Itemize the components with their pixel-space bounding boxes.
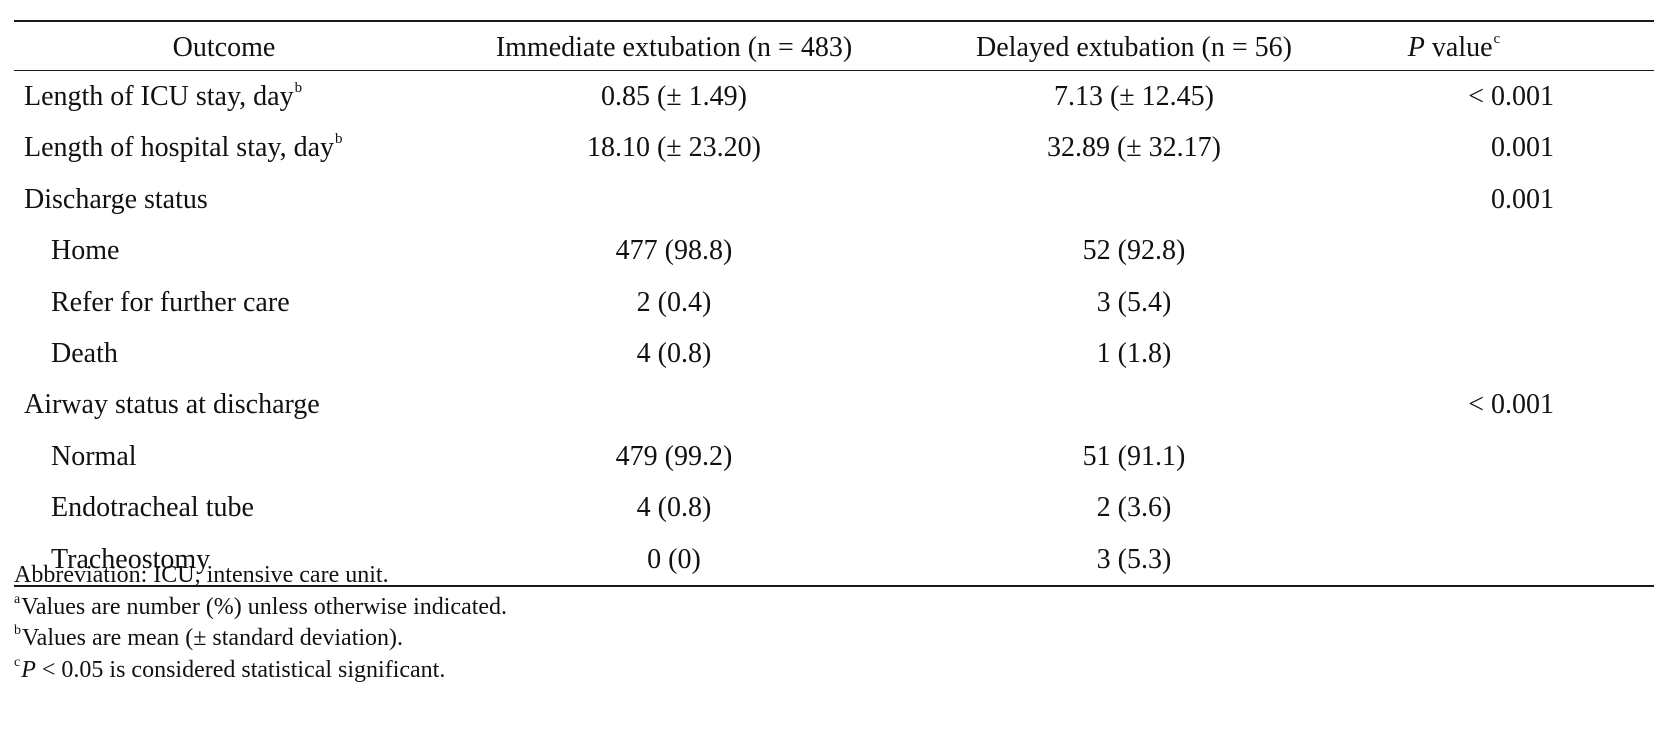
- table-row: Death 4 (0.8) 1 (1.8): [14, 328, 1654, 379]
- row-delayed-value: 3 (5.4): [1096, 286, 1172, 318]
- header-p-footnote-mark: c: [1493, 31, 1501, 47]
- row-immediate-value: 0.85 (± 1.49): [600, 81, 747, 112]
- table-row: Length of hospital stay, dayb 18.10 (± 2…: [14, 122, 1654, 173]
- footnote-a-text: Values are number (%) unless otherwise i…: [21, 593, 508, 620]
- table-row: Normal 479 (99.2) 51 (91.1): [14, 431, 1654, 482]
- table-row: Endotracheal tube 4 (0.8) 2 (3.6): [14, 482, 1654, 533]
- row-footnote-mark: b: [294, 80, 303, 96]
- row-delayed-value: 7.13 (± 12.45): [1053, 81, 1214, 112]
- table-header-rule: [14, 70, 1654, 71]
- row-label: Endotracheal tube: [51, 492, 254, 524]
- row-delayed-value: 2 (3.6): [1096, 492, 1172, 524]
- row-delayed-value: 32.89 (± 32.17): [1046, 132, 1221, 164]
- footnote-c: cP < 0.05 is considered statistical sign…: [14, 655, 507, 687]
- header-p-value: P valuec: [1334, 22, 1574, 74]
- table-row: Length of ICU stay, dayb 0.85 (± 1.49) 7…: [14, 71, 1654, 122]
- row-label: Normal: [51, 440, 137, 472]
- footnote-b-mark: b: [14, 623, 21, 638]
- row-immediate-value: 4 (0.8): [636, 337, 712, 369]
- row-footnote-mark: b: [335, 131, 343, 148]
- row-label: Length of hospital stay, dayb: [24, 131, 343, 164]
- row-delayed-value: 52 (92.8): [1082, 235, 1186, 267]
- row-delayed-value: 51 (91.1): [1082, 440, 1186, 472]
- row-p-value: < 0.001: [1468, 81, 1554, 112]
- table-header-row: Outcome Immediate extubation (n = 483) D…: [14, 22, 1654, 70]
- row-immediate-value: 479 (99.2): [615, 440, 733, 472]
- row-delayed-value: 3 (5.3): [1096, 543, 1172, 575]
- row-delayed-value: 1 (1.8): [1096, 337, 1172, 369]
- row-label: Home: [51, 235, 120, 267]
- row-immediate-value: 4 (0.8): [636, 492, 712, 524]
- footnote-c-text: < 0.05 is considered statistical signifi…: [35, 656, 446, 683]
- row-immediate-value: 18.10 (± 23.20): [586, 132, 761, 164]
- row-immediate-value: 0 (0): [647, 543, 701, 575]
- table-bottom-rule: [14, 584, 1654, 587]
- row-immediate-value: 2 (0.4): [636, 286, 712, 318]
- footnote-b-text: Values are mean (± standard deviation).: [22, 625, 404, 651]
- footnote-b: bValues are mean (± standard deviation).: [14, 623, 507, 655]
- row-label: Length of ICU stay, dayb: [24, 80, 303, 113]
- footnote-abbreviation: Abbreviation: ICU, intensive care unit.: [14, 562, 389, 588]
- row-p-value: < 0.001: [1468, 389, 1554, 421]
- table-row: Discharge status 0.001: [14, 174, 1654, 225]
- row-immediate-value: 477 (98.8): [615, 235, 733, 267]
- table-row: Refer for further care 2 (0.4) 3 (5.4): [14, 277, 1654, 328]
- table-row: Tracheostomy 0 (0) 3 (5.3): [14, 534, 1654, 585]
- header-immediate-extubation: Immediate extubation (n = 483): [495, 32, 853, 63]
- table-footnotes: Abbreviation: ICU, intensive care unit. …: [14, 560, 507, 686]
- footnote-a: aValues are number (%) unless otherwise …: [14, 592, 507, 624]
- footnote-a-mark: a: [14, 591, 21, 607]
- row-label: Discharge status: [24, 183, 208, 215]
- row-label: Airway status at discharge: [24, 389, 320, 421]
- row-p-value: 0.001: [1491, 183, 1554, 215]
- footnote-c-mark: c: [14, 654, 21, 670]
- header-outcome: Outcome: [172, 32, 276, 63]
- table-top-rule: [14, 20, 1654, 22]
- table-row: Home 477 (98.8) 52 (92.8): [14, 225, 1654, 276]
- row-p-value: 0.001: [1491, 132, 1554, 164]
- header-p-text: value: [1424, 32, 1493, 63]
- table-row: Airway status at discharge < 0.001: [14, 379, 1654, 430]
- header-delayed-extubation: Delayed extubation (n = 56): [976, 32, 1292, 63]
- row-label: Death: [51, 337, 118, 369]
- footnote-c-italic: P: [21, 656, 36, 683]
- header-p-italic: P: [1407, 32, 1425, 63]
- row-label: Refer for further care: [51, 286, 290, 318]
- row-label: Tracheostomy: [51, 543, 211, 575]
- outcome-table: Outcome Immediate extubation (n = 483) D…: [14, 20, 1654, 587]
